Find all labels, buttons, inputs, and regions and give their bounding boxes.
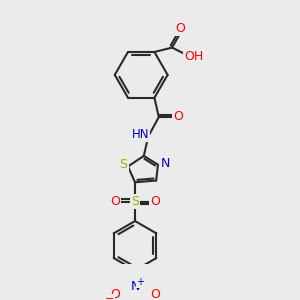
Text: O: O [150,288,160,300]
Text: N: N [130,280,140,293]
Text: O: O [173,110,183,123]
Text: S: S [131,195,139,208]
Text: HN: HN [132,128,149,141]
Text: O: O [110,288,120,300]
Text: OH: OH [184,50,204,63]
Text: O: O [150,195,160,208]
Text: −: − [105,294,114,300]
Text: O: O [110,195,120,208]
Text: +: + [136,277,144,287]
Text: N: N [160,157,170,170]
Text: O: O [175,22,185,35]
Text: S: S [120,158,128,171]
